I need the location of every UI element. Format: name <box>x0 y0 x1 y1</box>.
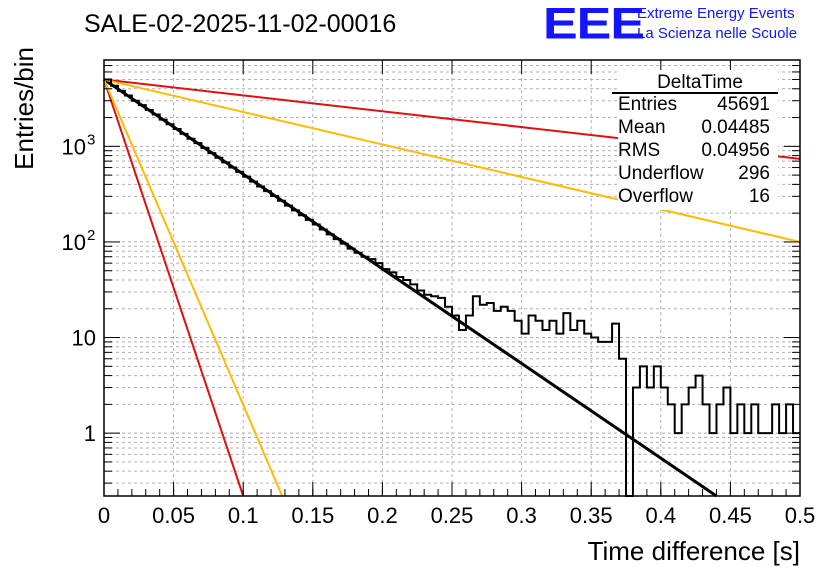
y-tick-label: 10 <box>72 326 96 351</box>
stats-title: DeltaTime <box>657 72 743 93</box>
x-tick-label: 0.4 <box>646 503 677 528</box>
x-axis-ticks: 0 0.05 0.1 0.15 0.2 0.25 0.3 0.35 0.4 0.45 0.5 <box>98 60 815 528</box>
y-axis-label: Entries/bin <box>9 47 39 170</box>
branding-line2: La Scienza nelle Scuole <box>637 25 798 42</box>
x-tick-label: 0.45 <box>709 503 752 528</box>
x-tick-label: 0.1 <box>228 503 259 528</box>
x-tick-label: 0 <box>98 503 110 528</box>
histogram-step <box>104 78 800 497</box>
x-tick-label: 0.3 <box>506 503 537 528</box>
curve-orange-fast <box>103 79 284 497</box>
chart-title: SALE-02-2025-11-02-00016 <box>84 10 397 38</box>
x-tick-label: 0.2 <box>367 503 398 528</box>
y-tick-label-text: 10 <box>72 326 96 351</box>
eee-logo: EEE <box>543 0 645 49</box>
stats-label: Overflow <box>618 186 693 207</box>
y-tick-label-text: 10 <box>62 134 86 159</box>
stats-value: 16 <box>749 186 770 207</box>
x-axis-label: Time difference [s] <box>588 536 800 566</box>
x-tick-label: 0.5 <box>785 503 816 528</box>
y-tick-label: 10 3 <box>62 131 96 159</box>
x-tick-label: 0.05 <box>152 503 195 528</box>
curve-orange-slow <box>103 78 801 243</box>
stats-value: 0.04956 <box>701 140 770 161</box>
x-tick-label: 0.25 <box>431 503 474 528</box>
y-tick-label-text: 1 <box>84 421 96 446</box>
histogram <box>104 78 800 497</box>
y-tick-label-text: 10 <box>62 230 86 255</box>
stats-label: RMS <box>618 140 660 161</box>
curve-red-fast <box>103 79 245 497</box>
x-tick-label: 0.35 <box>570 503 613 528</box>
stats-label: Entries <box>618 94 677 115</box>
y-tick-exponent: 3 <box>87 131 95 148</box>
y-tick-label: 1 <box>84 421 96 446</box>
y-tick-exponent: 2 <box>87 227 95 244</box>
stats-value: 45691 <box>717 94 770 115</box>
y-tick-label: 10 2 <box>62 227 96 255</box>
stats-value: 296 <box>738 163 770 184</box>
branding-line1: Extreme Energy Events <box>637 5 795 22</box>
grid <box>104 60 800 496</box>
x-tick-label: 0.15 <box>291 503 334 528</box>
stats-value: 0.04485 <box>701 117 770 138</box>
stats-label: Mean <box>618 117 666 138</box>
stats-label: Underflow <box>618 163 704 184</box>
